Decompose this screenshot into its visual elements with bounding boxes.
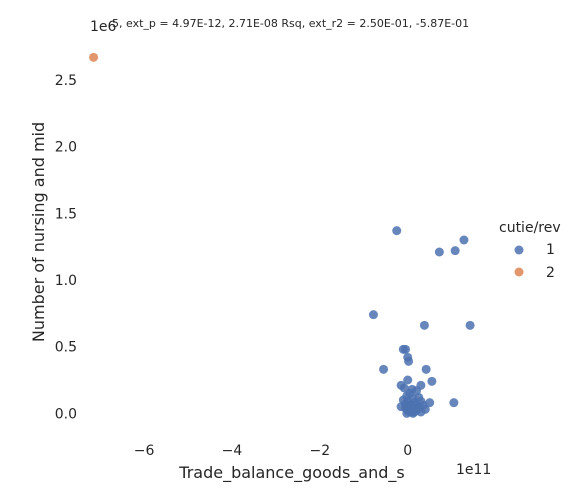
data-point-series-1	[421, 364, 431, 374]
y-tick-label: 2.0	[55, 140, 77, 156]
x-tick-label: −4	[222, 443, 243, 459]
x-tick-labels: −6 −4 −2 0	[134, 443, 412, 459]
data-point-series-1	[404, 400, 414, 410]
legend: cutie/rev 1 2	[499, 220, 561, 281]
data-point-series-1	[427, 376, 437, 386]
y-tick-label: 2.5	[55, 73, 77, 89]
legend-marker-1	[514, 245, 524, 255]
data-point-series-1	[401, 344, 411, 354]
y-tick-label: 0.0	[55, 406, 77, 422]
data-point-series-2	[89, 52, 99, 62]
x-tick-label: 0	[403, 443, 412, 459]
data-point-series-1	[409, 407, 419, 417]
data-point-series-1	[419, 320, 429, 330]
data-point-series-1	[465, 320, 475, 330]
data-point-series-1	[403, 375, 413, 385]
y-tick-label: 1.0	[55, 273, 77, 289]
data-points	[89, 52, 475, 418]
y-axis-label: Number of nursing and mid	[29, 122, 48, 342]
data-point-series-1	[379, 364, 389, 374]
x-tick-label: −6	[134, 443, 155, 459]
data-point-series-1	[404, 356, 414, 366]
y-tick-label: 1.5	[55, 206, 77, 222]
legend-label-1: 1	[546, 242, 555, 258]
data-point-series-1	[450, 246, 460, 256]
legend-marker-2	[514, 267, 524, 277]
legend-title: cutie/rev	[499, 220, 561, 236]
x-offset-label: 1e11	[456, 462, 491, 478]
y-tick-label: 0.5	[55, 340, 77, 356]
data-point-series-1	[392, 226, 402, 236]
chart-title: 5, ext_p = 4.97E-12, 2.71E-08 Rsq, ext_r…	[112, 17, 469, 30]
x-tick-label: −2	[310, 443, 331, 459]
legend-label-2: 2	[546, 265, 555, 281]
x-axis-label: Trade_balance_goods_and_s	[178, 463, 404, 483]
data-point-series-1	[449, 398, 459, 408]
data-point-series-1	[434, 247, 444, 257]
data-point-series-1	[368, 310, 378, 320]
y-tick-labels: 0.0 0.5 1.0 1.5 2.0 2.5	[55, 73, 77, 422]
y-offset-label: 1e6	[90, 19, 117, 35]
data-point-series-1	[402, 408, 412, 418]
data-point-series-1	[459, 235, 469, 245]
data-point-series-1	[399, 383, 409, 393]
